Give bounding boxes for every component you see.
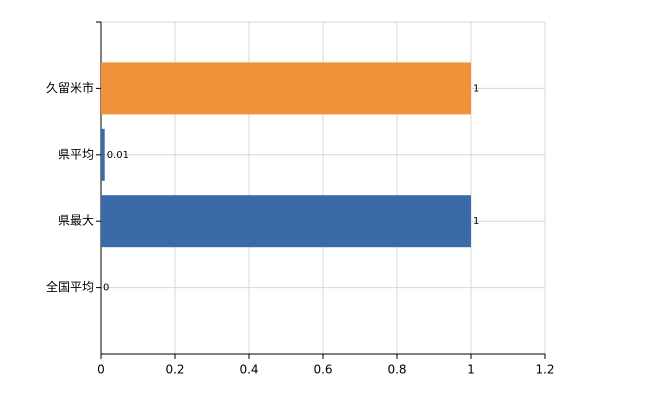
bar <box>101 128 105 181</box>
value-label: 0 <box>103 283 109 294</box>
x-tick-label: 0.6 <box>313 363 332 377</box>
bar <box>101 195 471 248</box>
x-tick-label: 0 <box>97 363 105 377</box>
x-tick-label: 0.8 <box>387 363 406 377</box>
y-tick-label: 全国平均 <box>46 279 94 294</box>
x-tick-label: 0.2 <box>165 363 184 377</box>
value-label: 0.01 <box>107 150 129 161</box>
x-tick-label: 0.4 <box>239 363 258 377</box>
x-tick-label: 1.2 <box>535 363 554 377</box>
y-tick-label: 県平均 <box>58 147 94 161</box>
y-tick-label: 久留米市 <box>46 80 94 95</box>
value-label: 1 <box>473 216 479 227</box>
y-tick-label: 県最大 <box>58 214 94 228</box>
value-label: 1 <box>473 83 479 94</box>
x-tick-label: 1 <box>467 363 475 377</box>
bar <box>101 62 471 115</box>
